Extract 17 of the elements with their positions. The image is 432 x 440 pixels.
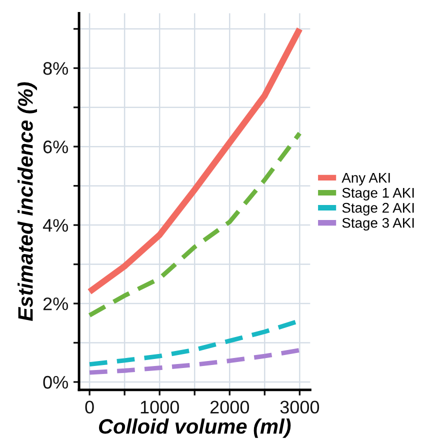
y-tick-label: 4% (42, 219, 68, 232)
legend-label: Stage 1 AKI (342, 188, 414, 200)
legend-label: Any AKI (342, 173, 390, 186)
y-tick-label: 0% (43, 376, 68, 389)
x-tick-label: 3000 (280, 400, 320, 414)
y-axis-title: Estimated incidence (%) (18, 82, 37, 321)
x-tick-label: 2000 (210, 400, 250, 414)
x-tick-label: 1000 (140, 400, 179, 414)
y-tick-label: 2% (43, 297, 68, 310)
legend-label: Stage 2 AKI (342, 202, 414, 216)
legend-label: Stage 3 AKI (342, 218, 414, 231)
x-axis-title: Colloid volume (ml) (98, 418, 291, 438)
y-tick-label: 6% (43, 140, 68, 154)
line-series (87, 131, 302, 318)
line-series (87, 348, 302, 375)
x-tick-label: 0 (85, 400, 94, 414)
y-tick-label: 8% (43, 62, 68, 75)
